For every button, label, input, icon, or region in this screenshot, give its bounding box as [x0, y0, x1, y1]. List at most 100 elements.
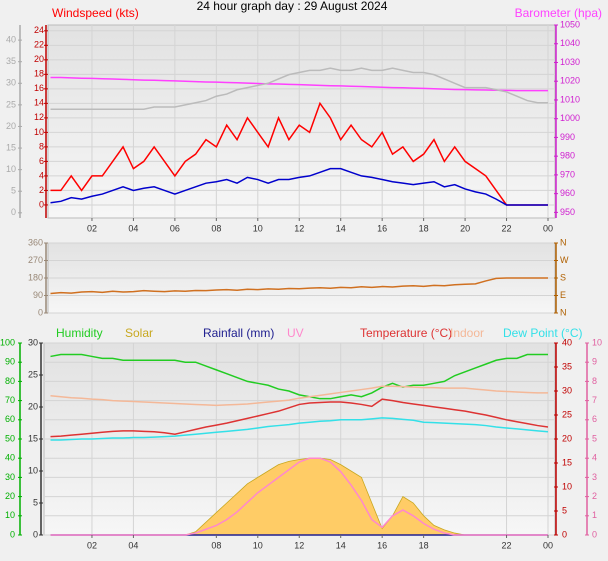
- y-tick-label: 7: [592, 395, 597, 405]
- y-tick-label: 10: [5, 510, 15, 520]
- x-tick-label: 10: [253, 223, 263, 233]
- y-tick-label: 22: [34, 40, 44, 50]
- x-tick-label: 00: [543, 223, 553, 233]
- y-tick-label: 1010: [560, 94, 580, 104]
- x-tick-label: 04: [128, 540, 138, 550]
- y-tick-label: E: [560, 290, 566, 300]
- x-tick-label: 06: [170, 223, 180, 233]
- x-tick-label: 16: [377, 223, 387, 233]
- y-tick-label: 10: [592, 337, 602, 347]
- y-tick-label: 20: [6, 121, 16, 131]
- y-tick-label: 30: [562, 385, 572, 395]
- y-tick-label: 360: [28, 237, 43, 247]
- y-tick-label: 50: [5, 433, 15, 443]
- y-tick-label: 12: [34, 112, 44, 122]
- x-tick-label: 14: [336, 223, 346, 233]
- y-tick-label: 1040: [560, 38, 580, 48]
- y-tick-label: 4: [39, 170, 44, 180]
- y-tick-label: N: [560, 307, 567, 317]
- line: [50, 101, 548, 206]
- x-tick-label: 08: [211, 540, 221, 550]
- y-tick-label: 10: [28, 465, 38, 475]
- line: [50, 67, 548, 110]
- legend-label: UV: [287, 326, 304, 340]
- y-tick-label: 10: [34, 127, 44, 137]
- line: [50, 76, 548, 92]
- y-tick-label: 80: [5, 376, 15, 386]
- x-tick-label: 00: [543, 540, 553, 550]
- y-tick-label: 16: [34, 83, 44, 93]
- y-tick-label: S: [560, 272, 566, 282]
- x-tick-label: 22: [502, 223, 512, 233]
- y-tick-label: 20: [5, 491, 15, 501]
- x-tick-label: 20: [460, 223, 470, 233]
- y-tick-label: 960: [560, 188, 575, 198]
- y-tick-label: 35: [6, 56, 16, 66]
- y-tick-label: 10: [562, 481, 572, 491]
- y-tick-label: 270: [28, 255, 43, 265]
- y-tick-label: 950: [560, 207, 575, 217]
- line: [50, 385, 548, 407]
- legend-label: Temperature (°C): [360, 326, 452, 340]
- legend-label: Solar: [125, 326, 153, 340]
- y-tick-label: 1050: [560, 19, 580, 29]
- y-tick-label: 20: [562, 433, 572, 443]
- x-tick-label: 14: [336, 540, 346, 550]
- y-tick-label: 35: [562, 361, 572, 371]
- y-tick-label: 30: [5, 472, 15, 482]
- y-tick-label: 10: [6, 164, 16, 174]
- y-tick-label: 18: [34, 69, 44, 79]
- y-tick-label: 8: [592, 376, 597, 386]
- y-tick-label: 5: [562, 505, 567, 515]
- y-tick-label: 980: [560, 151, 575, 161]
- x-tick-label: 02: [87, 223, 97, 233]
- y-tick-label: 0: [33, 529, 38, 539]
- line: [50, 398, 549, 438]
- y-tick-label: 5: [11, 186, 16, 196]
- y-tick-label: 970: [560, 169, 575, 179]
- line: [50, 167, 548, 206]
- y-tick-label: 0: [592, 529, 597, 539]
- y-tick-label: 8: [39, 141, 44, 151]
- y-tick-label: 6: [39, 156, 44, 166]
- y-tick-label: 5: [33, 497, 38, 507]
- y-tick-label: 14: [34, 98, 44, 108]
- y-tick-label: 6: [592, 414, 597, 424]
- y-tick-label: 60: [5, 414, 15, 424]
- y-tick-label: 90: [33, 290, 43, 300]
- y-tick-label: 2: [39, 185, 44, 195]
- y-tick-label: 90: [5, 357, 15, 367]
- y-tick-label: 25: [6, 99, 16, 109]
- y-tick-label: 40: [6, 34, 16, 44]
- y-tick-label: 0: [562, 529, 567, 539]
- x-tick-label: 12: [294, 223, 304, 233]
- x-tick-label: 04: [128, 223, 138, 233]
- y-tick-label: 1020: [560, 76, 580, 86]
- y-tick-label: 40: [562, 337, 572, 347]
- x-tick-label: 02: [87, 540, 97, 550]
- y-tick-label: 1000: [560, 113, 580, 123]
- y-tick-label: 0: [39, 199, 44, 209]
- y-tick-label: 24: [34, 25, 44, 35]
- y-tick-label: 0: [10, 529, 15, 539]
- x-tick-label: 18: [419, 223, 429, 233]
- y-tick-label: 9: [592, 357, 597, 367]
- y-tick-label: 15: [562, 457, 572, 467]
- y-tick-label: 5: [592, 433, 597, 443]
- legend-label: Humidity: [56, 326, 103, 340]
- legend-label: Dew Point (°C): [503, 326, 582, 340]
- y-tick-label: 100: [0, 337, 15, 347]
- line: [50, 353, 548, 400]
- y-tick-label: 15: [6, 142, 16, 152]
- y-tick-label: 25: [28, 369, 38, 379]
- legend-label: Indoor: [450, 326, 484, 340]
- x-tick-label: 22: [502, 540, 512, 550]
- y-tick-label: 15: [28, 433, 38, 443]
- y-tick-label: 2: [592, 491, 597, 501]
- x-tick-label: 12: [294, 540, 304, 550]
- y-tick-label: 20: [34, 54, 44, 64]
- x-tick-label: 16: [377, 540, 387, 550]
- y-tick-label: 1030: [560, 57, 580, 67]
- y-tick-label: 40: [5, 453, 15, 463]
